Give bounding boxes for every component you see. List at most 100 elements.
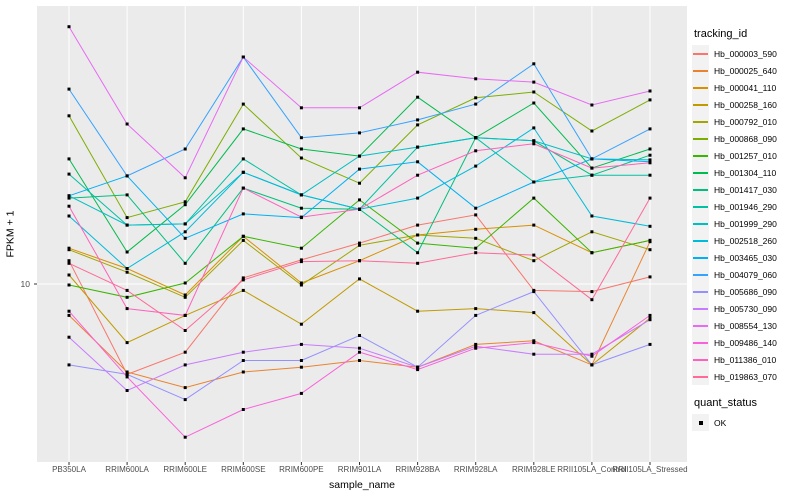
x-tick-label: RRIM901LA — [337, 465, 382, 474]
legend-key-line-icon — [692, 283, 709, 300]
data-point — [241, 127, 245, 131]
data-point — [183, 236, 187, 240]
data-point — [183, 176, 187, 180]
data-point — [241, 350, 245, 354]
data-point — [299, 359, 303, 362]
panel-background — [37, 6, 687, 462]
data-point — [648, 196, 652, 200]
data-point — [416, 365, 420, 369]
legend-item-label: Hb_005730_090 — [714, 303, 777, 314]
x-tick-label: RRIM600PE — [279, 465, 324, 474]
data-point — [532, 290, 536, 294]
data-point — [125, 122, 129, 126]
data-point — [299, 156, 303, 160]
data-point — [590, 354, 594, 358]
data-point — [67, 157, 71, 161]
legend-item-label: Hb_000003_590 — [714, 48, 777, 59]
data-point — [474, 307, 478, 311]
data-point — [299, 206, 303, 210]
legend-item-Hb_001304_110: Hb_001304_110 — [692, 164, 798, 181]
data-point — [358, 131, 361, 135]
data-point — [183, 261, 187, 265]
legend-item-Hb_001257_010: Hb_001257_010 — [692, 147, 798, 164]
data-point — [125, 389, 129, 392]
data-point — [474, 102, 478, 106]
data-point — [183, 293, 187, 297]
legend-title-tracking: tracking_id — [694, 28, 748, 40]
data-point — [299, 365, 303, 369]
legend-key-line-icon — [692, 249, 709, 266]
legend-line-swatch — [693, 256, 708, 259]
data-point — [67, 172, 71, 176]
legend-key-line-icon — [692, 113, 709, 130]
legend-item-label: Hb_001257_010 — [714, 150, 777, 161]
legend-item-label: Hb_002518_260 — [714, 235, 777, 246]
data-point — [358, 167, 361, 171]
data-point — [299, 147, 303, 151]
legend-line-swatch — [693, 273, 708, 276]
legend-item-label: Hb_011386_010 — [714, 354, 777, 365]
data-point — [125, 250, 129, 254]
legend-key-line-icon — [692, 62, 709, 79]
legend-key-line-icon — [692, 215, 709, 232]
data-point — [241, 359, 245, 362]
data-point — [358, 207, 361, 211]
legend-key-line-icon — [692, 198, 709, 215]
x-tick-label: RRIM928LA — [453, 465, 498, 474]
data-point — [125, 267, 129, 270]
data-point — [532, 196, 536, 200]
data-point — [474, 96, 478, 100]
legend-quant-items: OK — [692, 414, 798, 431]
data-point — [299, 106, 303, 110]
data-point — [416, 233, 420, 237]
data-point — [67, 335, 71, 339]
legend-key-line-icon — [692, 334, 709, 351]
data-point — [648, 127, 652, 131]
data-point — [358, 198, 361, 202]
legend-item-Hb_004079_060: Hb_004079_060 — [692, 266, 798, 283]
data-point — [648, 161, 652, 165]
legend-line-swatch — [693, 103, 708, 106]
data-point — [648, 173, 652, 177]
data-point — [416, 251, 420, 255]
data-point — [241, 408, 245, 411]
y-tick-label: 10 — [20, 279, 30, 289]
data-point — [67, 114, 71, 118]
legend: tracking_id Hb_000003_590 Hb_000025_640 Hb… — [692, 28, 798, 431]
data-point — [299, 260, 303, 264]
data-point — [474, 313, 478, 317]
data-point — [183, 313, 187, 317]
data-point — [474, 251, 478, 255]
legend-line-swatch — [693, 307, 708, 310]
data-point — [241, 170, 245, 174]
legend-item-Hb_000025_640: Hb_000025_640 — [692, 62, 798, 79]
data-point — [67, 283, 71, 287]
data-point — [358, 259, 361, 263]
data-point — [648, 313, 652, 317]
data-point — [125, 295, 129, 299]
x-tick-label: RRIM600SE — [221, 465, 266, 474]
data-point — [183, 350, 187, 354]
data-point — [125, 193, 129, 197]
legend-item-Hb_000003_590: Hb_000003_590 — [692, 45, 798, 62]
data-point — [67, 204, 71, 208]
data-point — [183, 230, 187, 234]
legend-item-Hb_005686_090: Hb_005686_090 — [692, 283, 798, 300]
data-point — [299, 281, 303, 285]
data-point — [183, 435, 187, 439]
data-point — [299, 215, 303, 219]
data-point — [474, 206, 478, 210]
data-point — [590, 173, 594, 177]
legend-item-Hb_003465_030: Hb_003465_030 — [692, 249, 798, 266]
legend-item-quant-OK: OK — [692, 414, 798, 431]
legend-item-label: Hb_001304_110 — [714, 167, 777, 178]
data-point — [416, 368, 420, 372]
data-point — [532, 253, 536, 257]
data-point — [590, 230, 594, 234]
legend-item-label: Hb_004079_060 — [714, 269, 777, 280]
data-point — [125, 270, 129, 274]
legend-key-line-icon — [692, 232, 709, 249]
data-point — [183, 329, 187, 332]
data-point — [241, 238, 245, 242]
data-point — [532, 139, 536, 143]
